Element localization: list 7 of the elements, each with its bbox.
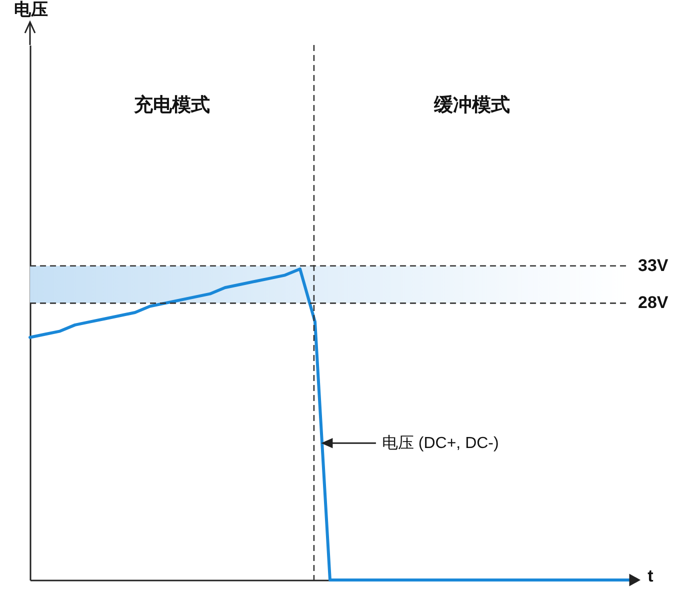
annotation: 电压 (DC+, DC-) xyxy=(382,434,499,452)
ref-line-label: 28V xyxy=(638,293,669,312)
x-axis-title: t xyxy=(648,566,654,586)
text: 缓冲模式 xyxy=(432,94,510,116)
text: 充电模式 xyxy=(132,94,210,116)
ref-line-label: 33V xyxy=(638,256,669,275)
text: 电压 xyxy=(14,0,48,19)
